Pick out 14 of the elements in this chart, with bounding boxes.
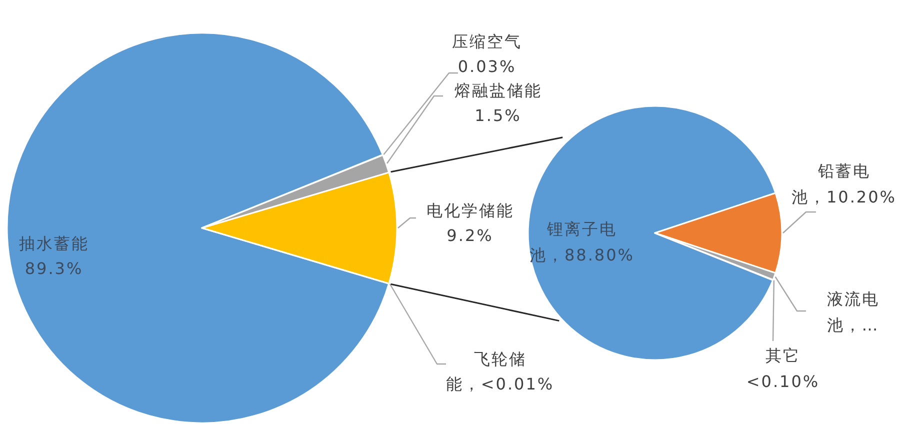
data-label: <0.10% — [746, 372, 820, 392]
slice-label: 飞轮储能，<0.01% — [446, 349, 554, 394]
slice-label: 抽水蓄能 — [19, 234, 89, 254]
slice-label: 压缩空气 — [452, 32, 522, 52]
legend-label: 液流电池，… — [826, 289, 880, 334]
slice-label: 锂离子电池，88.80% — [529, 219, 635, 264]
data-label: 0.03% — [458, 57, 516, 76]
slice-label: 其它 — [766, 346, 800, 366]
data-label: 89.3% — [24, 259, 84, 278]
slice-label: 电化学储能 — [426, 201, 514, 220]
data-label: 9.2% — [446, 226, 494, 246]
slice-label: 熔融盐储能 — [454, 81, 542, 100]
data-label: 1.5% — [474, 106, 522, 126]
slice-label: 铅蓄电池，10.20% — [791, 161, 897, 206]
